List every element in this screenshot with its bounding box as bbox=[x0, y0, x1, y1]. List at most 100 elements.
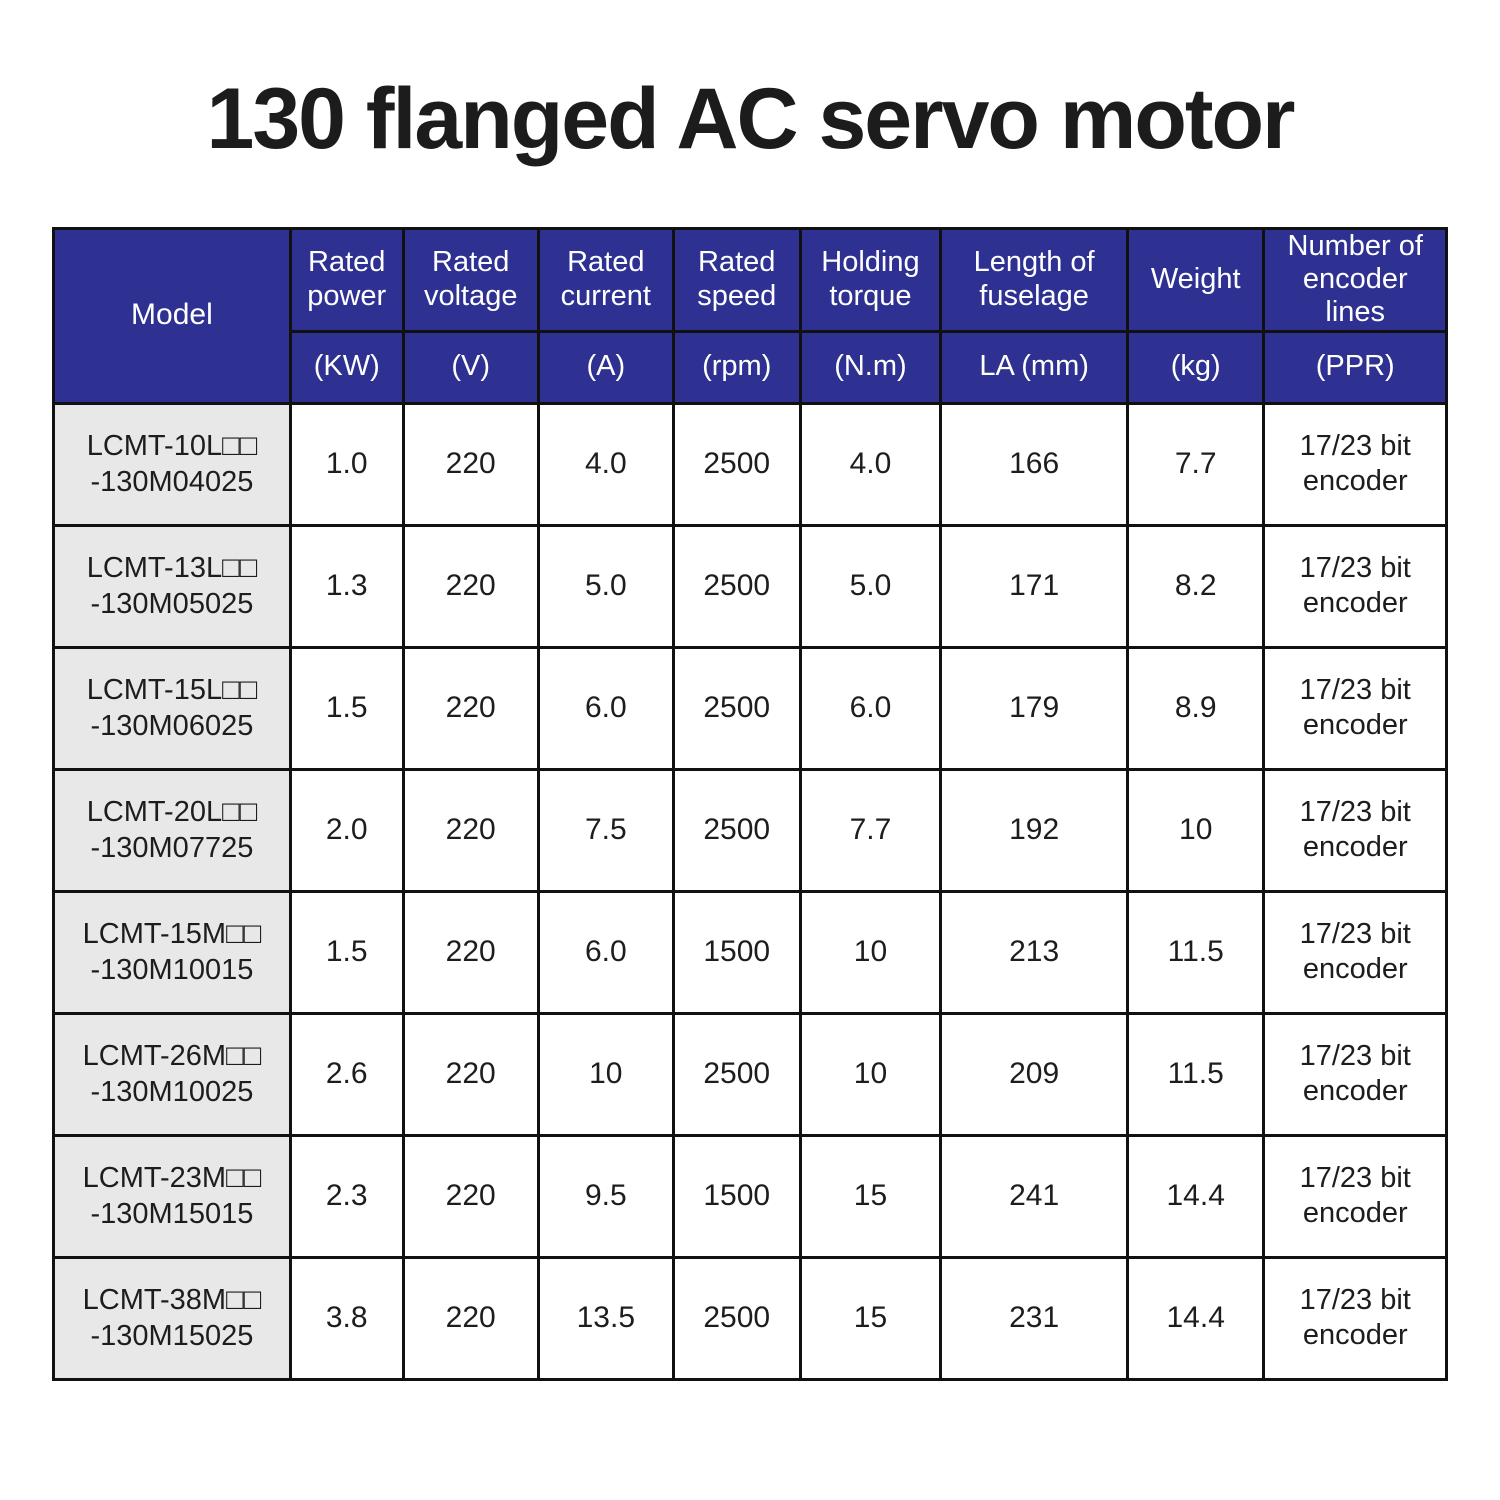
header-col-unit: (A) bbox=[536, 329, 675, 405]
value-cell: 166 bbox=[939, 401, 1129, 527]
table-row: LCMT-15L□□ -130M06025 1.5 220 6.0 2500 6.0 179 8… bbox=[52, 645, 1448, 771]
value-cell: 6.0 bbox=[798, 645, 943, 771]
model-cell: LCMT-13L□□ -130M05025 bbox=[52, 523, 292, 649]
value-cell: 220 bbox=[401, 523, 540, 649]
value-cell: 220 bbox=[401, 1255, 540, 1381]
encoder-cell: 17/23 bit encoder bbox=[1262, 401, 1448, 527]
header-col-unit: (V) bbox=[401, 329, 540, 405]
table-row: LCMT-13L□□ -130M05025 1.3 220 5.0 2500 5.0 171 8… bbox=[52, 523, 1448, 649]
header-model: Model bbox=[52, 226, 292, 405]
model-line1: LCMT-23M□□ bbox=[82, 1161, 262, 1194]
value-cell: 3.8 bbox=[288, 1255, 405, 1381]
header-unit-row: (KW) (V) (A) (rpm) (N.m) LA (mm) (kg) (PPR) bbox=[54, 329, 1448, 405]
value-cell: 1500 bbox=[671, 1133, 802, 1259]
value-cell: 8.9 bbox=[1125, 645, 1266, 771]
model-line1: LCMT-13L□□ bbox=[86, 551, 258, 584]
table-row: LCMT-20L□□ -130M07725 2.0 220 7.5 2500 7.7 192 1… bbox=[52, 767, 1448, 893]
table-row: LCMT-26M□□ -130M10025 2.6 220 10 2500 10 209 11.… bbox=[52, 1011, 1448, 1137]
value-cell: 6.0 bbox=[536, 645, 675, 771]
model-line2: -130M05025 bbox=[90, 588, 254, 621]
table-row: LCMT-38M□□ -130M15025 3.8 220 13.5 2500 15 231 1… bbox=[52, 1255, 1448, 1381]
value-cell: 9.5 bbox=[536, 1133, 675, 1259]
value-cell: 2500 bbox=[671, 645, 802, 771]
model-line1: LCMT-20L□□ bbox=[86, 795, 258, 828]
value-cell: 11.5 bbox=[1125, 1011, 1266, 1137]
header-col-unit: (PPR) bbox=[1262, 329, 1448, 405]
model-line1: LCMT-26M□□ bbox=[82, 1039, 262, 1072]
model-cell: LCMT-15M□□ -130M10015 bbox=[52, 889, 292, 1015]
model-line2: -130M15015 bbox=[90, 1198, 254, 1231]
value-cell: 5.0 bbox=[536, 523, 675, 649]
header-col-name: Rated voltage bbox=[401, 226, 540, 333]
value-cell: 1.5 bbox=[288, 645, 405, 771]
model-cell: LCMT-38M□□ -130M15025 bbox=[52, 1255, 292, 1381]
value-cell: 10 bbox=[798, 889, 943, 1015]
value-cell: 1.5 bbox=[288, 889, 405, 1015]
table-row: LCMT-23M□□ -130M15015 2.3 220 9.5 1500 15 241 14… bbox=[52, 1133, 1448, 1259]
value-cell: 179 bbox=[939, 645, 1129, 771]
header-col-unit: (kg) bbox=[1125, 329, 1266, 405]
value-cell: 14.4 bbox=[1125, 1133, 1266, 1259]
model-line2: -130M06025 bbox=[90, 710, 254, 743]
value-cell: 11.5 bbox=[1125, 889, 1266, 1015]
encoder-cell: 17/23 bit encoder bbox=[1262, 767, 1448, 893]
value-cell: 15 bbox=[798, 1133, 943, 1259]
table-row: LCMT-10L□□ -130M04025 1.0 220 4.0 2500 4.0 166 7… bbox=[52, 401, 1448, 527]
value-cell: 7.5 bbox=[536, 767, 675, 893]
value-cell: 231 bbox=[939, 1255, 1129, 1381]
value-cell: 4.0 bbox=[536, 401, 675, 527]
value-cell: 213 bbox=[939, 889, 1129, 1015]
value-cell: 1500 bbox=[671, 889, 802, 1015]
value-cell: 10 bbox=[1125, 767, 1266, 893]
value-cell: 10 bbox=[798, 1011, 943, 1137]
value-cell: 220 bbox=[401, 401, 540, 527]
table-row: LCMT-15M□□ -130M10015 1.5 220 6.0 1500 10 213 11… bbox=[52, 889, 1448, 1015]
encoder-cell: 17/23 bit encoder bbox=[1262, 523, 1448, 649]
model-line2: -130M04025 bbox=[90, 466, 254, 499]
header-col-unit: (N.m) bbox=[798, 329, 943, 405]
value-cell: 220 bbox=[401, 767, 540, 893]
model-cell: LCMT-15L□□ -130M06025 bbox=[52, 645, 292, 771]
value-cell: 1.3 bbox=[288, 523, 405, 649]
value-cell: 171 bbox=[939, 523, 1129, 649]
model-line2: -130M10025 bbox=[90, 1076, 254, 1109]
encoder-cell: 17/23 bit encoder bbox=[1262, 1011, 1448, 1137]
value-cell: 1.0 bbox=[288, 401, 405, 527]
header-col-name: Number of encoder lines bbox=[1262, 226, 1448, 333]
encoder-cell: 17/23 bit encoder bbox=[1262, 889, 1448, 1015]
value-cell: 4.0 bbox=[798, 401, 943, 527]
model-line1: LCMT-15M□□ bbox=[82, 917, 262, 950]
value-cell: 2500 bbox=[671, 1011, 802, 1137]
value-cell: 2500 bbox=[671, 767, 802, 893]
value-cell: 220 bbox=[401, 1011, 540, 1137]
model-cell: LCMT-23M□□ -130M15015 bbox=[52, 1133, 292, 1259]
value-cell: 14.4 bbox=[1125, 1255, 1266, 1381]
value-cell: 220 bbox=[401, 889, 540, 1015]
value-cell: 209 bbox=[939, 1011, 1129, 1137]
value-cell: 220 bbox=[401, 645, 540, 771]
value-cell: 2500 bbox=[671, 523, 802, 649]
value-cell: 8.2 bbox=[1125, 523, 1266, 649]
value-cell: 241 bbox=[939, 1133, 1129, 1259]
header-col-unit: (rpm) bbox=[671, 329, 802, 405]
value-cell: 13.5 bbox=[536, 1255, 675, 1381]
model-cell: LCMT-26M□□ -130M10025 bbox=[52, 1011, 292, 1137]
value-cell: 10 bbox=[536, 1011, 675, 1137]
encoder-cell: 17/23 bit encoder bbox=[1262, 1133, 1448, 1259]
model-cell: LCMT-10L□□ -130M04025 bbox=[52, 401, 292, 527]
model-line2: -130M07725 bbox=[90, 832, 254, 865]
model-line2: -130M10015 bbox=[90, 954, 254, 987]
header-col-name: Length of fuselage bbox=[939, 226, 1129, 333]
value-cell: 2500 bbox=[671, 1255, 802, 1381]
value-cell: 2500 bbox=[671, 401, 802, 527]
header-col-name: Weight bbox=[1125, 226, 1266, 333]
model-line2: -130M15025 bbox=[90, 1320, 254, 1353]
encoder-cell: 17/23 bit encoder bbox=[1262, 645, 1448, 771]
page-title: 130 flanged AC servo motor bbox=[206, 71, 1296, 167]
value-cell: 5.0 bbox=[798, 523, 943, 649]
value-cell: 15 bbox=[798, 1255, 943, 1381]
value-cell: 7.7 bbox=[798, 767, 943, 893]
value-cell: 220 bbox=[401, 1133, 540, 1259]
header-col-name: Rated power bbox=[288, 226, 405, 333]
